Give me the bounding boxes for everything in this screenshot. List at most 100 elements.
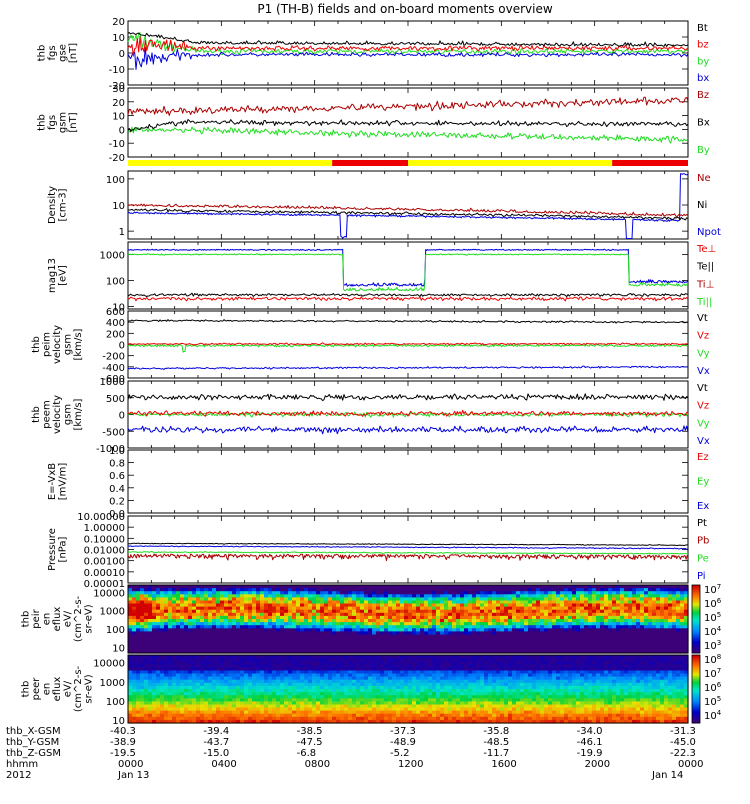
legend-electron_velocity-0: Vt — [697, 383, 708, 394]
y-axis-label: [nT] — [68, 43, 79, 63]
legend-temperature-2: Ti⊥ — [696, 279, 714, 290]
y-tick-label: 0.8 — [109, 459, 125, 470]
y-tick-label: 10 — [112, 643, 125, 654]
y-axis-label: [km/s] — [73, 398, 84, 430]
y-tick-label: 100 — [106, 625, 125, 636]
legend-density-1: Ni — [697, 200, 707, 211]
legend-ion_velocity-2: Vy — [697, 348, 710, 359]
y-axis-label: velocity — [52, 325, 63, 364]
y-axis-label: mag13 — [47, 258, 58, 293]
y-tick-label: 0.2 — [109, 496, 125, 507]
y-tick-label: 0 — [119, 125, 125, 136]
y-tick-label: 10000 — [93, 659, 125, 670]
y-axis-label: gsm — [63, 404, 74, 425]
y-tick-label: 10 — [112, 201, 125, 212]
ion_velocity-line-blue — [128, 366, 688, 369]
y-axis-label: peim — [42, 332, 53, 357]
y-axis-label: eflux — [52, 607, 63, 632]
mode-bar-segment — [612, 160, 688, 166]
pressure-ylabel: Pressure[nPa] — [47, 528, 69, 571]
y-axis-label: [mV/m] — [57, 463, 68, 501]
efield-frame — [128, 450, 688, 513]
y-axis-label: fgs — [47, 45, 58, 60]
legend-pressure-2: Pe — [697, 553, 709, 564]
temperature-line-red — [128, 297, 688, 301]
legend-efield-0: Ez — [697, 452, 709, 463]
y-axis-label: fgs — [47, 115, 58, 130]
y-tick-label: 0.6 — [109, 471, 125, 482]
legend-electron_velocity-2: Vy — [697, 418, 710, 429]
pressure-line-black — [128, 543, 688, 545]
legend-electron_velocity-3: Vx — [697, 436, 710, 447]
legend-pressure-1: Pb — [697, 536, 709, 547]
y-axis-label: velocity — [52, 395, 63, 434]
fgs_gse-line-green — [128, 33, 688, 55]
y-axis-label: gsm — [63, 334, 74, 355]
y-axis-label: eflux — [52, 677, 63, 702]
pressure-frame — [128, 516, 688, 583]
y-axis-label: gse — [57, 44, 68, 62]
y-axis-label: [nT] — [68, 112, 79, 132]
y-tick-label: 0.4 — [109, 484, 125, 495]
y-axis-label: eV/ — [63, 610, 74, 627]
y-axis-label: en — [42, 613, 53, 626]
y-axis-label: sr-eV) — [84, 674, 95, 703]
pressure-line-green — [128, 552, 688, 555]
y-axis-label: en — [42, 683, 53, 696]
y-tick-label: 20 — [112, 98, 125, 109]
legend-temperature-0: Te⊥ — [696, 244, 716, 255]
y-axis-label: Density — [47, 186, 58, 224]
y-tick-label: 0.00100 — [84, 557, 125, 568]
legend-fgs_gse-1: bz — [697, 40, 709, 51]
y-axis-label: peem — [42, 400, 53, 428]
legend-fgs_gse-0: Bt — [697, 23, 708, 34]
legend-fgs_gsm-0: Bz — [697, 90, 709, 101]
y-tick-label: 20 — [112, 17, 125, 28]
mode-bar-segment — [332, 160, 408, 166]
legend-temperature-1: Te|| — [696, 262, 714, 273]
legend-ion_velocity-3: Vx — [697, 366, 710, 377]
y-axis-label: eV/ — [63, 680, 74, 697]
legend-efield-2: Ex — [697, 501, 709, 512]
colorbar-label: 104 — [704, 625, 722, 638]
ion_velocity-line-black — [128, 320, 688, 324]
legend-temperature-3: Ti|| — [696, 297, 712, 308]
legend-fgs_gse-3: bx — [697, 73, 709, 84]
density-frame — [128, 171, 688, 239]
pressure-line-blue — [128, 546, 688, 549]
y-axis-label: [eV] — [57, 265, 68, 286]
legend-density-0: Ne — [697, 173, 711, 184]
y-axis-label: [nPa] — [57, 536, 68, 562]
y-tick-label: 0 — [119, 341, 125, 352]
y-tick-label: 0 — [119, 411, 125, 422]
y-tick-label: 1.0 — [109, 446, 125, 457]
y-tick-label: 1000 — [100, 377, 125, 388]
y-axis-label: E=-VxB — [47, 463, 58, 500]
y-tick-label: -400 — [102, 363, 125, 374]
electron_velocity-line-black — [128, 394, 688, 401]
y-tick-label: 10000 — [93, 588, 125, 599]
y-axis-label: sr-eV) — [84, 604, 95, 633]
y-axis-label: [cm-3] — [57, 188, 68, 221]
plot-title: P1 (TH-B) fields and on-board moments ov… — [257, 2, 553, 16]
y-axis-label: thb — [36, 45, 47, 62]
legend-efield-1: Ey — [697, 477, 709, 488]
y-axis-label: thb — [21, 611, 32, 628]
y-tick-label: 0.00010 — [84, 568, 125, 579]
y-tick-label: -10 — [109, 139, 125, 150]
temperature-ylabel: mag13[eV] — [47, 258, 69, 293]
y-axis-label: [km/s] — [73, 328, 84, 360]
y-axis-label: Pressure — [47, 528, 58, 571]
y-tick-label: -500 — [102, 427, 125, 438]
efield-ylabel: E=-VxB[mV/m] — [47, 463, 69, 501]
colorbar-label: 106 — [704, 597, 722, 610]
y-axis-label: (cm^2-s- — [73, 665, 84, 712]
y-tick-label: 0.10000 — [84, 534, 125, 545]
temperature-line-black — [128, 293, 688, 297]
